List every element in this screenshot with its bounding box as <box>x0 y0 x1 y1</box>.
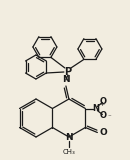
Text: P: P <box>64 67 72 77</box>
Text: N: N <box>62 75 70 84</box>
Text: O: O <box>100 111 107 120</box>
Text: CH₃: CH₃ <box>63 149 75 155</box>
Text: N: N <box>65 132 73 141</box>
Text: O: O <box>99 128 107 137</box>
Text: N: N <box>92 104 99 113</box>
Text: +: + <box>99 103 104 108</box>
Text: ⁻: ⁻ <box>107 115 111 120</box>
Text: O: O <box>100 97 107 106</box>
